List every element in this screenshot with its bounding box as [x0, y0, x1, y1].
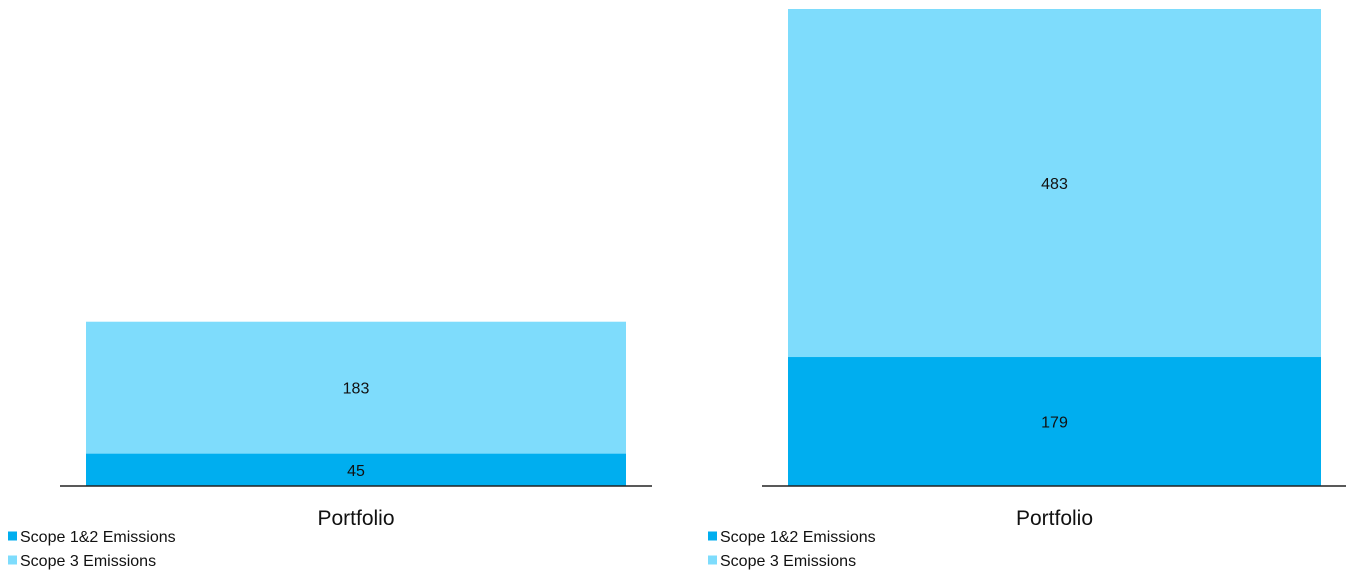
legend-label: Scope 1&2 Emissions: [720, 529, 876, 546]
data-label: 183: [343, 381, 370, 398]
chart-1: 45 183 Portfolio Scope 1&2 Emissions Scope 3…: [8, 321, 652, 570]
category-label: Portfolio: [1016, 507, 1093, 530]
data-label: 45: [347, 463, 365, 480]
bar-segment-scope3: [86, 321, 626, 454]
bar-segment-scope12: [86, 453, 626, 486]
data-label: 483: [1041, 176, 1068, 193]
bar-segment-scope3: [788, 9, 1321, 358]
data-label: 179: [1041, 415, 1068, 432]
legend-label: Scope 3 Emissions: [720, 553, 856, 570]
legend-swatch-scope3: [8, 555, 17, 565]
legend-swatch-scope12: [8, 531, 17, 541]
legend-label: Scope 1&2 Emissions: [20, 529, 176, 546]
legend-swatch-scope12: [708, 531, 717, 541]
bar-segment-scope12: [788, 357, 1321, 486]
legend-swatch-scope3: [708, 555, 717, 565]
legend: Scope 1&2 Emissions Scope 3 Emissions: [8, 529, 176, 570]
legend-label: Scope 3 Emissions: [20, 553, 156, 570]
legend: Scope 1&2 Emissions Scope 3 Emissions: [708, 529, 876, 570]
category-label: Portfolio: [317, 507, 394, 530]
